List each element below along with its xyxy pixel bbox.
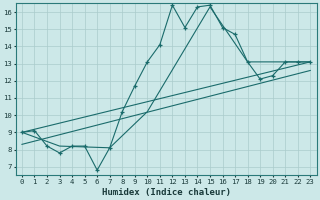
X-axis label: Humidex (Indice chaleur): Humidex (Indice chaleur) xyxy=(102,188,231,197)
